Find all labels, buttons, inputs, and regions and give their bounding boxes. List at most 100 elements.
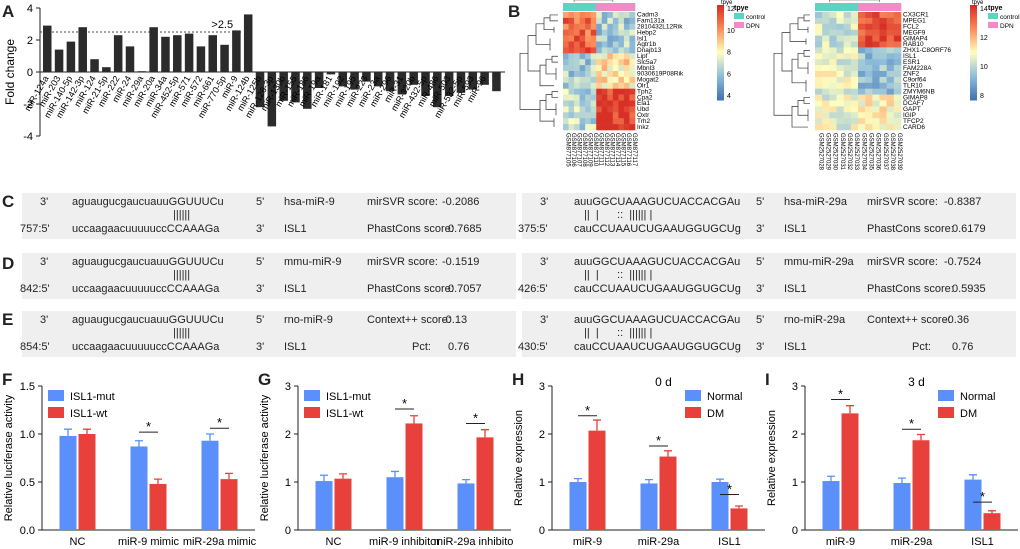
heatmap-cell (596, 17, 603, 25)
heatmap-cell (568, 82, 575, 89)
heatmap-cell (579, 47, 586, 54)
heatmap-cell (836, 94, 844, 101)
scale-cell (970, 54, 977, 58)
error-bar (988, 510, 996, 514)
scale-cell (970, 57, 977, 61)
heatmap-cell (618, 100, 625, 107)
heatmap-cell (607, 47, 614, 54)
bar-series2 (983, 513, 1001, 530)
legend-swatch-control (988, 13, 998, 19)
heatmap-cell (872, 76, 880, 84)
bar (397, 72, 407, 95)
scale-cell (970, 40, 977, 44)
bar (433, 72, 442, 108)
heatmap-cell (568, 112, 575, 119)
heatmap-cell (623, 59, 630, 66)
y-tick-label: 2 (285, 429, 291, 441)
heatmap-cell (815, 65, 823, 72)
target-gene: ISL1 (284, 223, 307, 235)
heatmap-cell (893, 106, 902, 113)
gene-label: Olr1 (637, 83, 650, 90)
legend-swatch (304, 390, 320, 401)
sample-label: GSM877113 (609, 133, 615, 167)
heatmap-cell (822, 112, 830, 119)
heatmap-cell (563, 12, 569, 19)
target-3prime: 3' (256, 341, 265, 353)
heatmap-cell (618, 118, 625, 125)
heatmap-cell (815, 59, 823, 66)
heatmap-cell (893, 124, 902, 131)
heatmap-cell (843, 41, 852, 48)
heatmap-cell (612, 124, 619, 131)
scale-cell (717, 35, 724, 39)
heatmap-cell (563, 106, 569, 113)
bar (173, 35, 182, 72)
heatmap-cell (590, 124, 597, 131)
heatmap-cell (843, 47, 852, 54)
heatmap-cell (822, 29, 830, 36)
mirna-name: rno-miR-29a (784, 314, 846, 326)
legend-swatch (304, 407, 320, 418)
heatmap-cell (858, 65, 866, 72)
score1-label: mirSVR score: (867, 256, 938, 268)
heatmap-cell (590, 35, 597, 42)
target-sequence: cauCCUAAUCUGAAUGGUGCUg (574, 341, 741, 353)
heatmap-cell (612, 76, 619, 84)
heatmap-cell (858, 35, 866, 42)
gene-label: IGIP (903, 112, 916, 119)
mirna-5prime: 5' (256, 256, 265, 268)
y-tick-label: 0.0 (20, 525, 35, 537)
gene-label: DCAF7 (903, 100, 925, 107)
scale-cell (970, 85, 977, 89)
scale-label: 6 (727, 71, 731, 78)
bar-series2 (220, 479, 238, 530)
heatmap-cell (879, 35, 887, 42)
annotation-cell (872, 3, 880, 11)
dendrogram-branch (539, 64, 554, 87)
scale-cell (717, 9, 724, 13)
significance-star: * (727, 481, 732, 496)
dendrogram-branch (549, 14, 558, 22)
heatmap-cell (568, 106, 575, 113)
heatmap-cell (815, 17, 823, 25)
heatmap-cell (872, 23, 880, 30)
heatmap-cell (629, 12, 636, 19)
heatmap-cell (865, 71, 873, 78)
heatmap-cell (574, 47, 580, 54)
heatmap-cell (629, 59, 636, 66)
heatmap-cell (829, 118, 837, 125)
scale-label: 8 (980, 93, 984, 100)
bar (362, 72, 371, 82)
heatmap-cell (607, 106, 614, 113)
error-bar (735, 505, 743, 509)
error-bar (574, 477, 582, 482)
heatmap-cell (596, 65, 603, 72)
error-bar (391, 470, 399, 478)
heatmap-cell (815, 41, 823, 48)
heatmap-cell (568, 88, 575, 95)
bar (421, 72, 430, 96)
heatmap-cell (601, 47, 608, 54)
scale-cell (717, 64, 724, 68)
sample-label: GSM877117 (631, 133, 637, 167)
heatmap-cell (872, 17, 880, 25)
heatmap-cell (886, 59, 895, 66)
heatmap-cell (879, 124, 887, 131)
heatmap-cell (568, 124, 575, 131)
heatmap-cell (629, 47, 636, 54)
gene-label: FCL2 (903, 24, 919, 31)
scale-cell (717, 40, 724, 44)
heatmap-cell (858, 23, 866, 30)
heatmap-cell (607, 12, 614, 19)
gene-label: ZMYM6NB (903, 88, 935, 95)
heatmap-cell (574, 12, 580, 19)
heatmap-cell (872, 65, 880, 72)
significance-star: * (402, 396, 407, 411)
dendrogram-branch (791, 58, 806, 84)
sample-label: GSM2527031 (839, 133, 845, 171)
scale-cell (717, 97, 724, 101)
heatmap-cell (629, 124, 636, 131)
heatmap-cell (585, 88, 591, 95)
heatmap-cell (829, 106, 837, 113)
bar (385, 72, 395, 92)
